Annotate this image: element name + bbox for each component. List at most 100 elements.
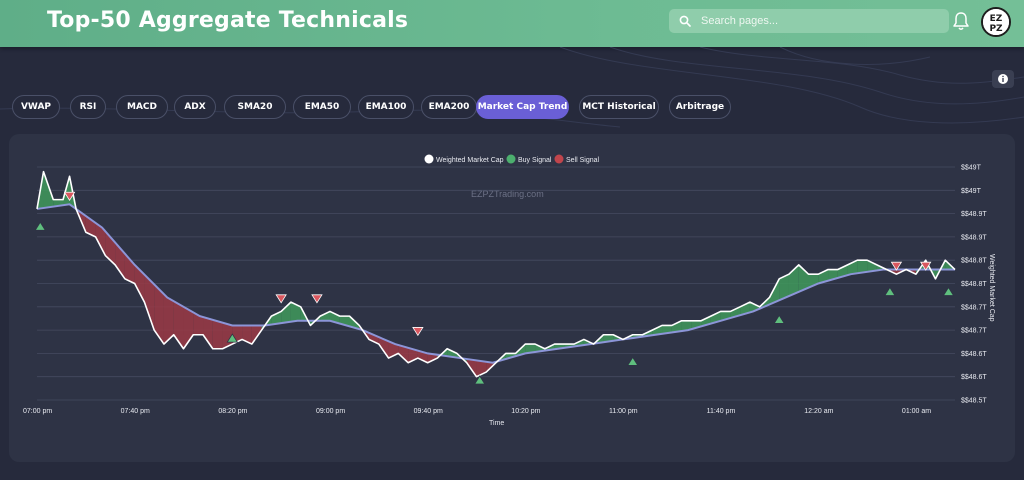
sell-signal-marker[interactable]: [311, 294, 323, 304]
avatar[interactable]: EZ PZ: [981, 7, 1011, 37]
sell-signal-marker[interactable]: [63, 191, 76, 202]
x-axis-ticks: 07:00 pm 07:40 pm 08:20 pm 09:00 pm 09:40 pm…: [23, 408, 931, 415]
trend-band-segment: [369, 332, 379, 345]
y-tick-label: $$48.6T: [961, 351, 987, 358]
trend-band-segment: [85, 215, 96, 237]
app-header: Top-50 Aggregate Technicals EZ PZ: [0, 0, 1024, 47]
y-tick-label: $$48.8T: [961, 258, 987, 265]
buy-signal-marker[interactable]: [474, 375, 486, 385]
trend-band-segment: [652, 325, 663, 336]
trend-band-segment: [154, 284, 164, 345]
legend-item-buy-signal[interactable]: Buy Signal: [506, 154, 552, 165]
trend-band-segment: [837, 264, 848, 278]
x-tick-label: 09:00 pm: [316, 408, 345, 415]
trend-band-segment: [290, 302, 301, 322]
background-contours: [0, 47, 1024, 128]
legend-item-sell-signal[interactable]: Sell Signal: [554, 154, 600, 165]
series-lines: [36, 170, 956, 378]
tab-arbitrage[interactable]: Arbitrage: [669, 95, 731, 119]
x-tick-label: 11:00 pm: [609, 408, 638, 415]
x-axis-label: Time: [489, 420, 504, 427]
tab-mct-historical[interactable]: MCT Historical: [579, 95, 659, 119]
tab-macd[interactable]: MACD: [116, 95, 168, 119]
sell-signal-marker[interactable]: [412, 327, 424, 337]
page-title: Top-50 Aggregate Technicals: [47, 8, 409, 33]
buy-signal-marker[interactable]: [226, 333, 239, 343]
trend-band-segment: [183, 306, 194, 349]
legend-label: Buy Signal: [518, 157, 552, 164]
trend-band-segment: [867, 260, 877, 272]
trend-band-segment: [691, 320, 702, 330]
x-tick-label: 08:20 pm: [218, 408, 247, 415]
trend-band-segment: [173, 301, 184, 349]
watermark: EZPZTrading.com: [471, 189, 544, 199]
y-tick-label: $$48.5T: [961, 398, 987, 405]
search-input[interactable]: [701, 11, 941, 31]
sell-signal-marker[interactable]: [919, 261, 932, 271]
trend-band-segment: [281, 302, 291, 324]
trend-band-segment: [681, 320, 692, 332]
y-tick-label: $$48.7T: [961, 328, 987, 335]
buy-signal-marker[interactable]: [773, 314, 785, 324]
x-tick-label: 01:00 am: [902, 408, 931, 415]
x-tick-label: 09:40 pm: [414, 408, 443, 415]
legend-label: Weighted Market Cap: [436, 157, 504, 164]
legend-swatch-green: [506, 154, 516, 164]
sell-signal-marker[interactable]: [890, 261, 903, 271]
tab-ema100[interactable]: EMA100: [358, 95, 414, 119]
legend: Weighted Market Cap Buy Signal Sell Sign…: [424, 154, 600, 165]
trend-band-segment: [749, 302, 760, 313]
y-axis-ticks: $$49T $$49T $$48.9T $$48.9T $$48.8T $$48.8T $$…: [961, 165, 987, 405]
trend-band-segment: [671, 320, 682, 333]
svg-text:PZ: PZ: [989, 24, 1003, 34]
trend-band-segment: [525, 344, 536, 354]
legend-item-weighted-market-cap[interactable]: Weighted Market Cap: [424, 154, 504, 165]
trend-band-segment: [398, 345, 409, 363]
trend-band-segment: [203, 317, 213, 349]
y-tick-label: $$48.6T: [961, 374, 987, 381]
trend-band-segment: [212, 319, 223, 349]
tab-ema200[interactable]: EMA200: [421, 95, 477, 119]
sell-signal-marker[interactable]: [275, 294, 287, 304]
signal-markers: [34, 191, 955, 385]
x-tick-label: 12:20 am: [804, 408, 833, 415]
trend-band-segment: [798, 264, 809, 292]
buy-signal-marker[interactable]: [627, 356, 639, 366]
trend-band-segment: [662, 325, 672, 334]
chart-card: Weighted Market Cap Buy Signal Sell Sign…: [9, 134, 1015, 462]
tab-sma20[interactable]: SMA20: [224, 95, 286, 119]
search-box[interactable]: [669, 9, 949, 33]
buy-signal-marker[interactable]: [942, 286, 955, 296]
tab-vwap[interactable]: VWAP: [12, 95, 60, 119]
legend-label: Sell Signal: [566, 157, 600, 164]
y-tick-label: $$49T: [961, 188, 982, 195]
trend-band-segment: [857, 260, 868, 274]
bell-icon[interactable]: [952, 11, 970, 36]
trend-band-segment: [320, 311, 330, 321]
buy-signal-marker[interactable]: [884, 286, 896, 296]
x-tick-label: 10:20 pm: [511, 408, 540, 415]
trend-band-segment: [271, 311, 282, 325]
buy-signal-marker[interactable]: [34, 221, 46, 231]
tab-ema50[interactable]: EMA50: [293, 95, 351, 119]
tab-adx[interactable]: ADX: [174, 95, 216, 119]
trend-band-segment: [95, 222, 106, 256]
y-tick-label: $$48.9T: [961, 211, 987, 218]
x-tick-label: 07:00 pm: [23, 408, 52, 415]
tab-rsi[interactable]: RSI: [70, 95, 106, 119]
search-icon: [679, 14, 691, 32]
trend-band-segment: [378, 337, 389, 359]
trend-band-segment: [134, 264, 145, 303]
trend-band-segment: [740, 302, 750, 316]
x-tick-label: 07:40 pm: [121, 408, 150, 415]
tab-market-cap-trend[interactable]: Market Cap Trend: [476, 95, 569, 119]
trend-band-segment: [163, 294, 174, 345]
info-button[interactable]: [992, 70, 1014, 88]
svg-text:EZ: EZ: [990, 14, 1003, 24]
market-cap-chart: Weighted Market Cap Buy Signal Sell Sign…: [23, 154, 995, 427]
trend-band-segment: [427, 353, 438, 363]
trend-band-segment: [124, 253, 135, 284]
ema-line: [36, 203, 955, 364]
trend-band-segment: [769, 278, 780, 305]
x-tick-label: 11:40 pm: [707, 408, 736, 415]
